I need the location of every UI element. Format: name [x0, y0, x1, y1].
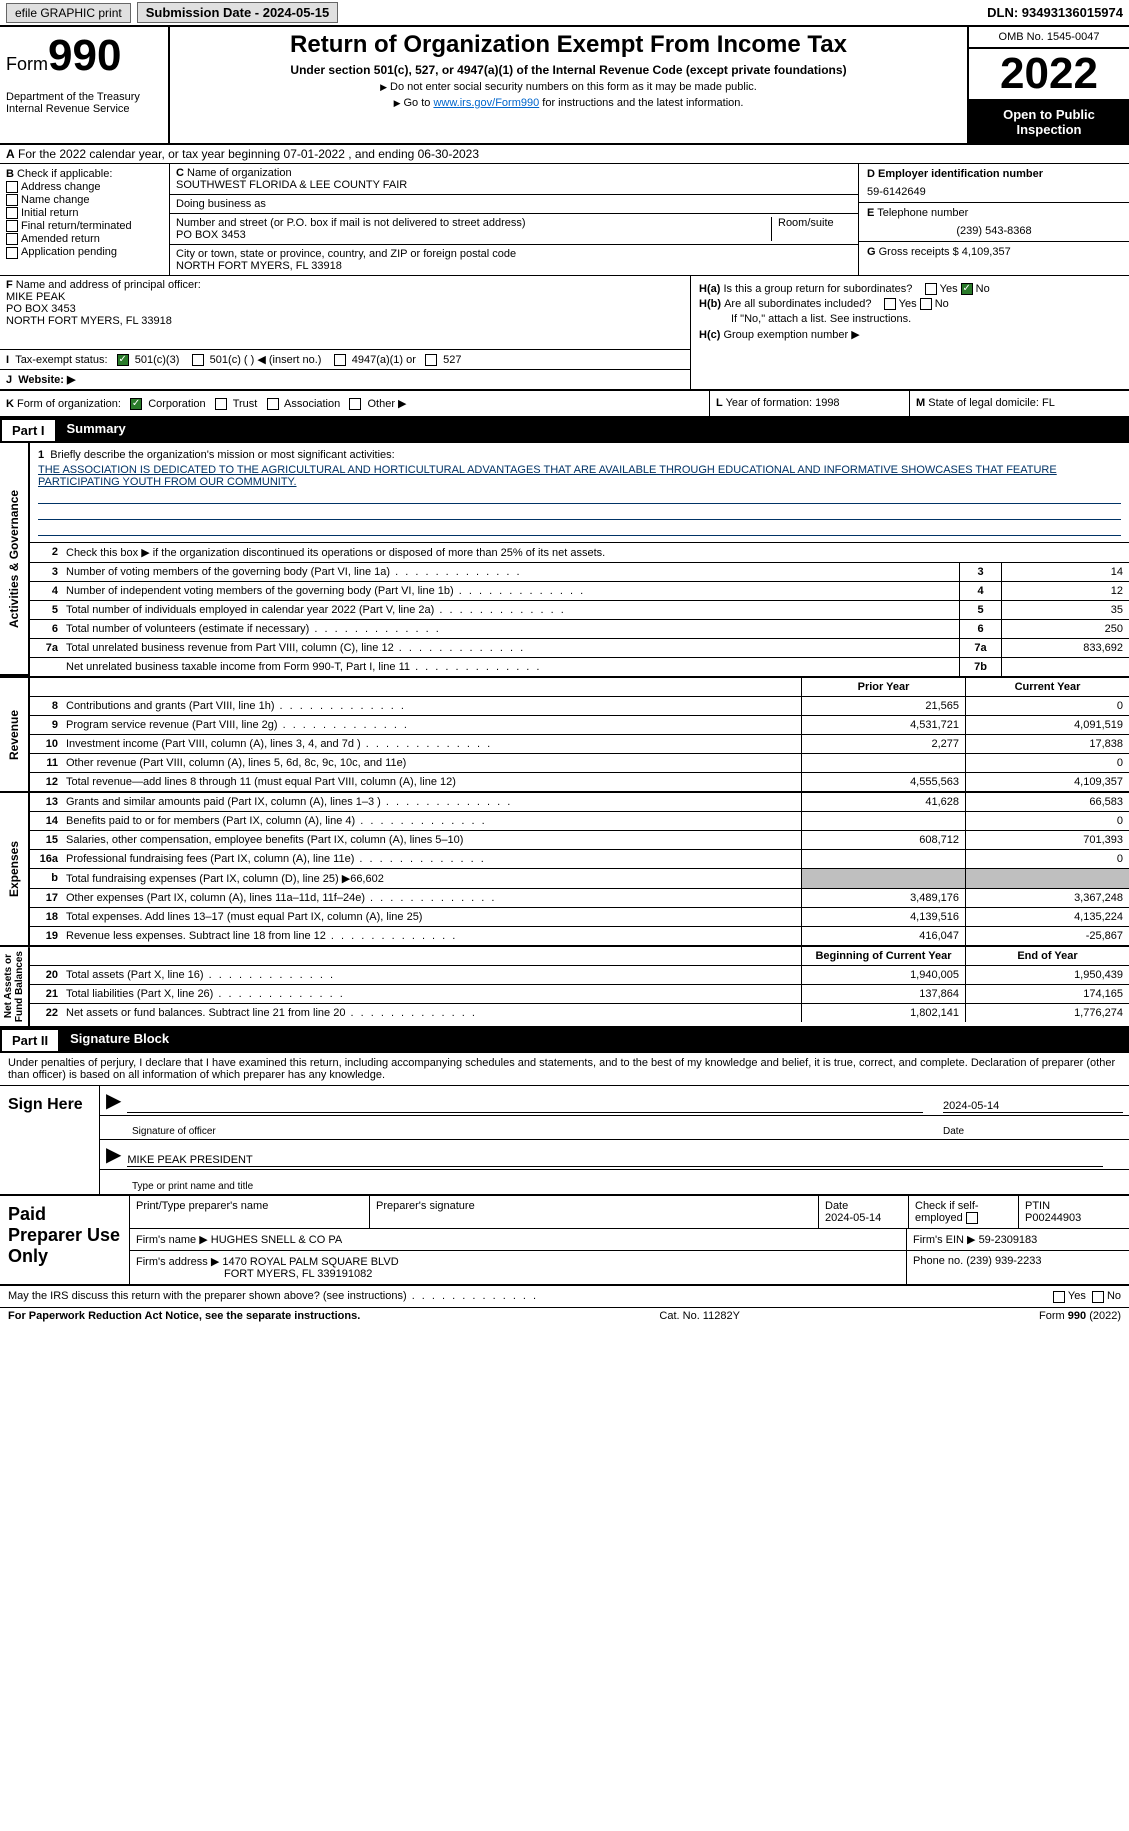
irs-form990-link[interactable]: www.irs.gov/Form990 [433, 97, 539, 109]
firm-addr2: FORT MYERS, FL 339191082 [136, 1268, 372, 1280]
submission-date-button[interactable]: Submission Date - 2024-05-15 [137, 2, 339, 23]
org-street: PO BOX 3453 [176, 229, 765, 241]
irs-link-note: Go to www.irs.gov/Form990 for instructio… [180, 97, 957, 109]
section-b-checkboxes: B Check if applicable: Address change Na… [0, 164, 170, 275]
line7b-val [1001, 658, 1129, 676]
row-a-tax-year: A For the 2022 calendar year, or tax yea… [0, 145, 1129, 164]
chk-4947[interactable] [334, 354, 346, 366]
line3-val: 14 [1001, 563, 1129, 581]
chk-hb-yes[interactable] [884, 298, 896, 310]
open-to-public: Open to Public Inspection [969, 101, 1129, 143]
line7a-val: 833,692 [1001, 639, 1129, 657]
sign-date: 2024-05-14 [943, 1100, 1123, 1113]
year-formation: 1998 [815, 397, 839, 409]
chk-discuss-yes[interactable] [1053, 1291, 1065, 1303]
form-subtitle: Under section 501(c), 527, or 4947(a)(1)… [180, 63, 957, 77]
chk-corporation[interactable] [130, 398, 142, 410]
room-suite-label: Room/suite [772, 217, 852, 241]
paperwork-notice: For Paperwork Reduction Act Notice, see … [8, 1310, 360, 1322]
chk-name-change[interactable]: Name change [6, 194, 163, 206]
state-domicile: FL [1042, 397, 1055, 409]
chk-501c[interactable] [192, 354, 204, 366]
officer-name-title: MIKE PEAK PRESIDENT [127, 1154, 1103, 1167]
section-bcd: B Check if applicable: Address change Na… [0, 164, 1129, 276]
side-label-expenses: Expenses [0, 793, 30, 945]
chk-initial-return[interactable]: Initial return [6, 207, 163, 219]
chk-527[interactable] [425, 354, 437, 366]
org-name: SOUTHWEST FLORIDA & LEE COUNTY FAIR [176, 179, 852, 191]
dln-label: DLN: 93493136015974 [987, 5, 1123, 20]
expenses-section: Expenses 13Grants and similar amounts pa… [0, 793, 1129, 947]
activities-governance-section: Activities & Governance 1 Briefly descri… [0, 443, 1129, 678]
prior-year-header: Prior Year [801, 678, 965, 696]
line6-val: 250 [1001, 620, 1129, 638]
footer-row: For Paperwork Reduction Act Notice, see … [0, 1308, 1129, 1324]
form-title: Return of Organization Exempt From Incom… [180, 31, 957, 59]
penalties-statement: Under penalties of perjury, I declare th… [0, 1053, 1129, 1086]
arrow-icon: ▶ [106, 1142, 121, 1167]
form-version: Form 990 (2022) [1039, 1310, 1121, 1322]
firm-name: HUGHES SNELL & CO PA [211, 1234, 342, 1246]
firm-ein: 59-2309183 [979, 1234, 1038, 1246]
chk-other[interactable] [349, 398, 361, 410]
current-year-header: Current Year [965, 678, 1129, 696]
officer-addr2: NORTH FORT MYERS, FL 33918 [6, 315, 172, 327]
tax-year: 2022 [969, 49, 1129, 101]
form-number: Form990 [6, 31, 162, 81]
sign-here-block: Sign Here ▶ 2024-05-14 Signature of offi… [0, 1086, 1129, 1196]
chk-ha-yes[interactable] [925, 283, 937, 295]
org-city: NORTH FORT MYERS, FL 33918 [176, 260, 852, 272]
discuss-row: May the IRS discuss this return with the… [0, 1286, 1129, 1307]
cat-no: Cat. No. 11282Y [360, 1310, 1039, 1322]
chk-amended-return[interactable]: Amended return [6, 233, 163, 245]
chk-hb-no[interactable] [920, 298, 932, 310]
paid-preparer-label: Paid Preparer Use Only [0, 1196, 130, 1284]
section-klm: K Form of organization: Corporation Trus… [0, 391, 1129, 418]
firm-addr1: 1470 ROYAL PALM SQUARE BLVD [222, 1256, 398, 1268]
side-label-ag: Activities & Governance [0, 443, 30, 676]
chk-501c3[interactable] [117, 354, 129, 366]
line5-val: 35 [1001, 601, 1129, 619]
omb-number: OMB No. 1545-0047 [969, 27, 1129, 49]
officer-addr1: PO BOX 3453 [6, 303, 76, 315]
revenue-section: Revenue Prior YearCurrent Year 8Contribu… [0, 678, 1129, 793]
end-year-header: End of Year [965, 947, 1129, 965]
form-header: Form990 Department of the Treasury Inter… [0, 27, 1129, 145]
mission-text: THE ASSOCIATION IS DEDICATED TO THE AGRI… [38, 464, 1121, 488]
chk-application-pending[interactable]: Application pending [6, 246, 163, 258]
gross-receipts-value: 4,109,357 [962, 246, 1011, 258]
line4-val: 12 [1001, 582, 1129, 600]
preparer-date: 2024-05-14 [825, 1212, 881, 1224]
ptin-value: P00244903 [1025, 1212, 1081, 1224]
chk-self-employed[interactable] [966, 1212, 978, 1224]
topbar: efile GRAPHIC print Submission Date - 20… [0, 0, 1129, 27]
begin-year-header: Beginning of Current Year [801, 947, 965, 965]
section-d-contact: D Employer identification number 59-6142… [859, 164, 1129, 275]
section-fgh: F Name and address of principal officer:… [0, 276, 1129, 391]
firm-phone: (239) 939-2233 [966, 1255, 1041, 1267]
chk-address-change[interactable]: Address change [6, 181, 163, 193]
chk-association[interactable] [267, 398, 279, 410]
part-2-header: Part II Signature Block [0, 1028, 1129, 1053]
paid-preparer-block: Paid Preparer Use Only Print/Type prepar… [0, 1196, 1129, 1286]
officer-name: MIKE PEAK [6, 291, 65, 303]
section-c-org-info: C Name of organization SOUTHWEST FLORIDA… [170, 164, 859, 275]
chk-final-return[interactable]: Final return/terminated [6, 220, 163, 232]
ssn-note: Do not enter social security numbers on … [180, 81, 957, 93]
arrow-icon: ▶ [106, 1088, 121, 1113]
dept-label: Department of the Treasury Internal Reve… [6, 91, 162, 115]
efile-print-button[interactable]: efile GRAPHIC print [6, 3, 131, 23]
chk-trust[interactable] [215, 398, 227, 410]
net-assets-section: Net Assets or Fund Balances Beginning of… [0, 947, 1129, 1028]
side-label-revenue: Revenue [0, 678, 30, 791]
ein-value: 59-6142649 [867, 186, 1121, 198]
chk-ha-no[interactable] [961, 283, 973, 295]
sign-here-label: Sign Here [0, 1086, 100, 1194]
part-1-header: Part I Summary [0, 418, 1129, 443]
chk-discuss-no[interactable] [1092, 1291, 1104, 1303]
telephone-value: (239) 543-8368 [867, 225, 1121, 237]
side-label-net-assets: Net Assets or Fund Balances [0, 947, 30, 1026]
